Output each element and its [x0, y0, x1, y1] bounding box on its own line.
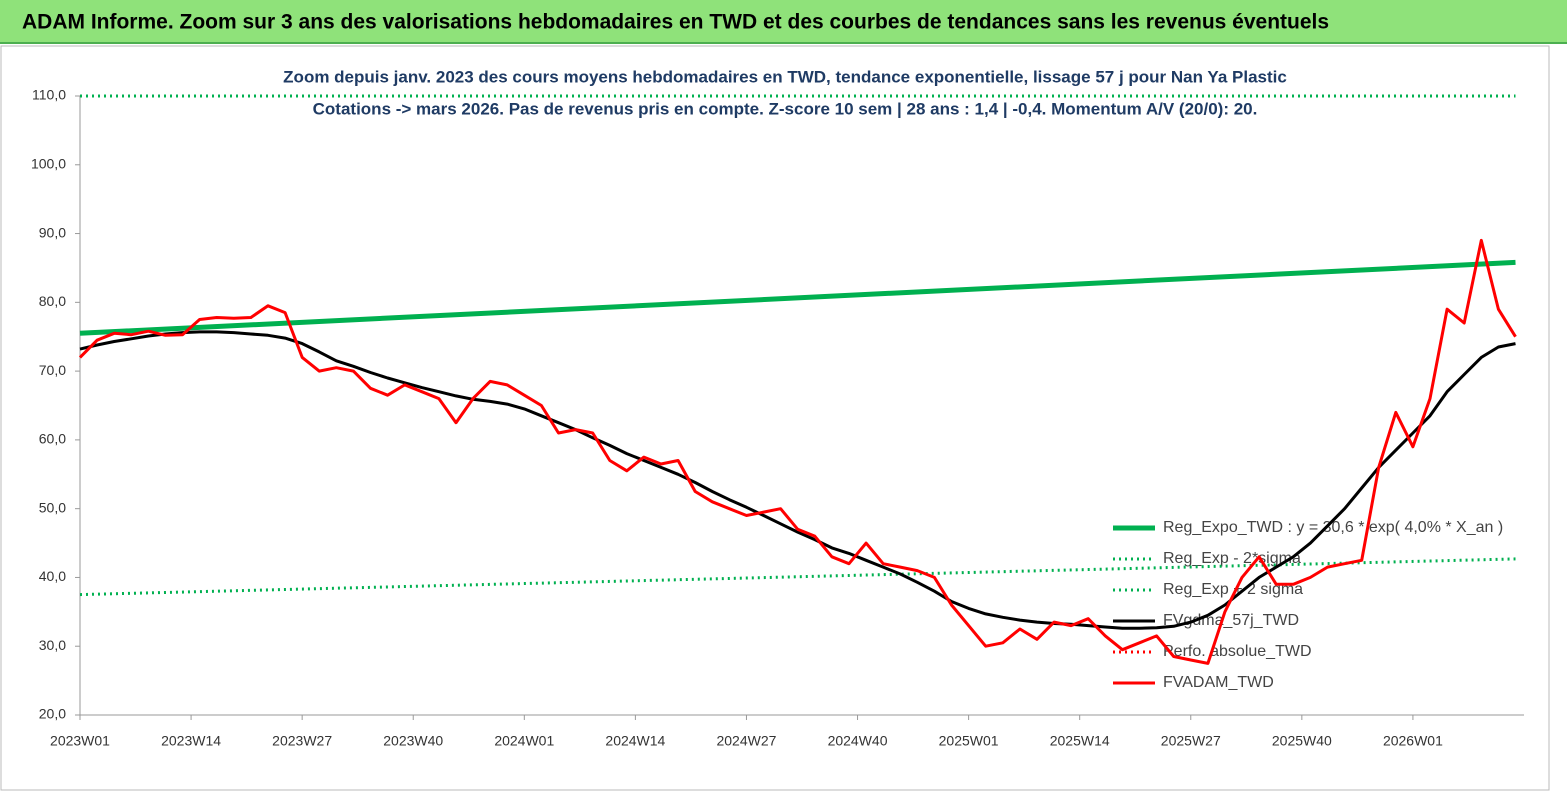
x-tick-label: 2024W14 — [605, 733, 665, 749]
y-tick-label: 70,0 — [39, 362, 66, 378]
y-tick-label: 100,0 — [31, 155, 66, 171]
y-tick-label: 90,0 — [39, 224, 66, 240]
legend-label: Reg_Exp - 2*sigma — [1163, 550, 1301, 567]
chart-frame — [0, 45, 1550, 791]
y-tick-label: 20,0 — [39, 706, 66, 722]
x-tick-label: 2024W40 — [828, 733, 888, 749]
legend-label: Perfo. absolue_TWD — [1163, 643, 1312, 660]
legend-label: Reg_Exp + 2 sigma — [1163, 581, 1303, 598]
y-tick-label: 60,0 — [39, 431, 66, 447]
x-tick-label: 2024W27 — [716, 733, 776, 749]
y-tick-label: 50,0 — [39, 499, 66, 515]
chart-title: Zoom depuis janv. 2023 des cours moyens … — [283, 67, 1287, 86]
series-line — [79, 330, 1516, 630]
series-line — [79, 259, 1516, 336]
x-tick-label: 2023W40 — [383, 733, 443, 749]
x-tick-label: 2023W01 — [50, 733, 110, 749]
legend-label: FVADAM_TWD — [1163, 674, 1274, 691]
x-tick-label: 2025W14 — [1050, 733, 1110, 749]
y-tick-label: 80,0 — [39, 293, 66, 309]
header-title: ADAM Informe. Zoom sur 3 ans des valoris… — [22, 11, 1329, 34]
legend-label: Reg_Expo_TWD : y = 30,6 * exp( 4,0% * X_… — [1163, 519, 1503, 536]
legend-label: FVgdma_57j_TWD — [1163, 612, 1299, 629]
x-tick-label: 2025W01 — [939, 733, 999, 749]
y-tick-label: 40,0 — [39, 568, 66, 584]
series-line — [78, 238, 1517, 665]
header-bar — [0, 0, 1567, 42]
y-tick-label: 30,0 — [39, 637, 66, 653]
y-tick-label: 110,0 — [32, 87, 66, 103]
x-tick-label: 2026W01 — [1383, 733, 1443, 749]
x-tick-label: 2023W14 — [161, 733, 221, 749]
x-tick-label: 2023W27 — [272, 733, 332, 749]
x-tick-label: 2024W01 — [494, 733, 554, 749]
x-tick-label: 2025W40 — [1272, 733, 1332, 749]
x-tick-label: 2025W27 — [1161, 733, 1221, 749]
chart-subtitle: Cotations -> mars 2026. Pas de revenus p… — [313, 99, 1258, 118]
